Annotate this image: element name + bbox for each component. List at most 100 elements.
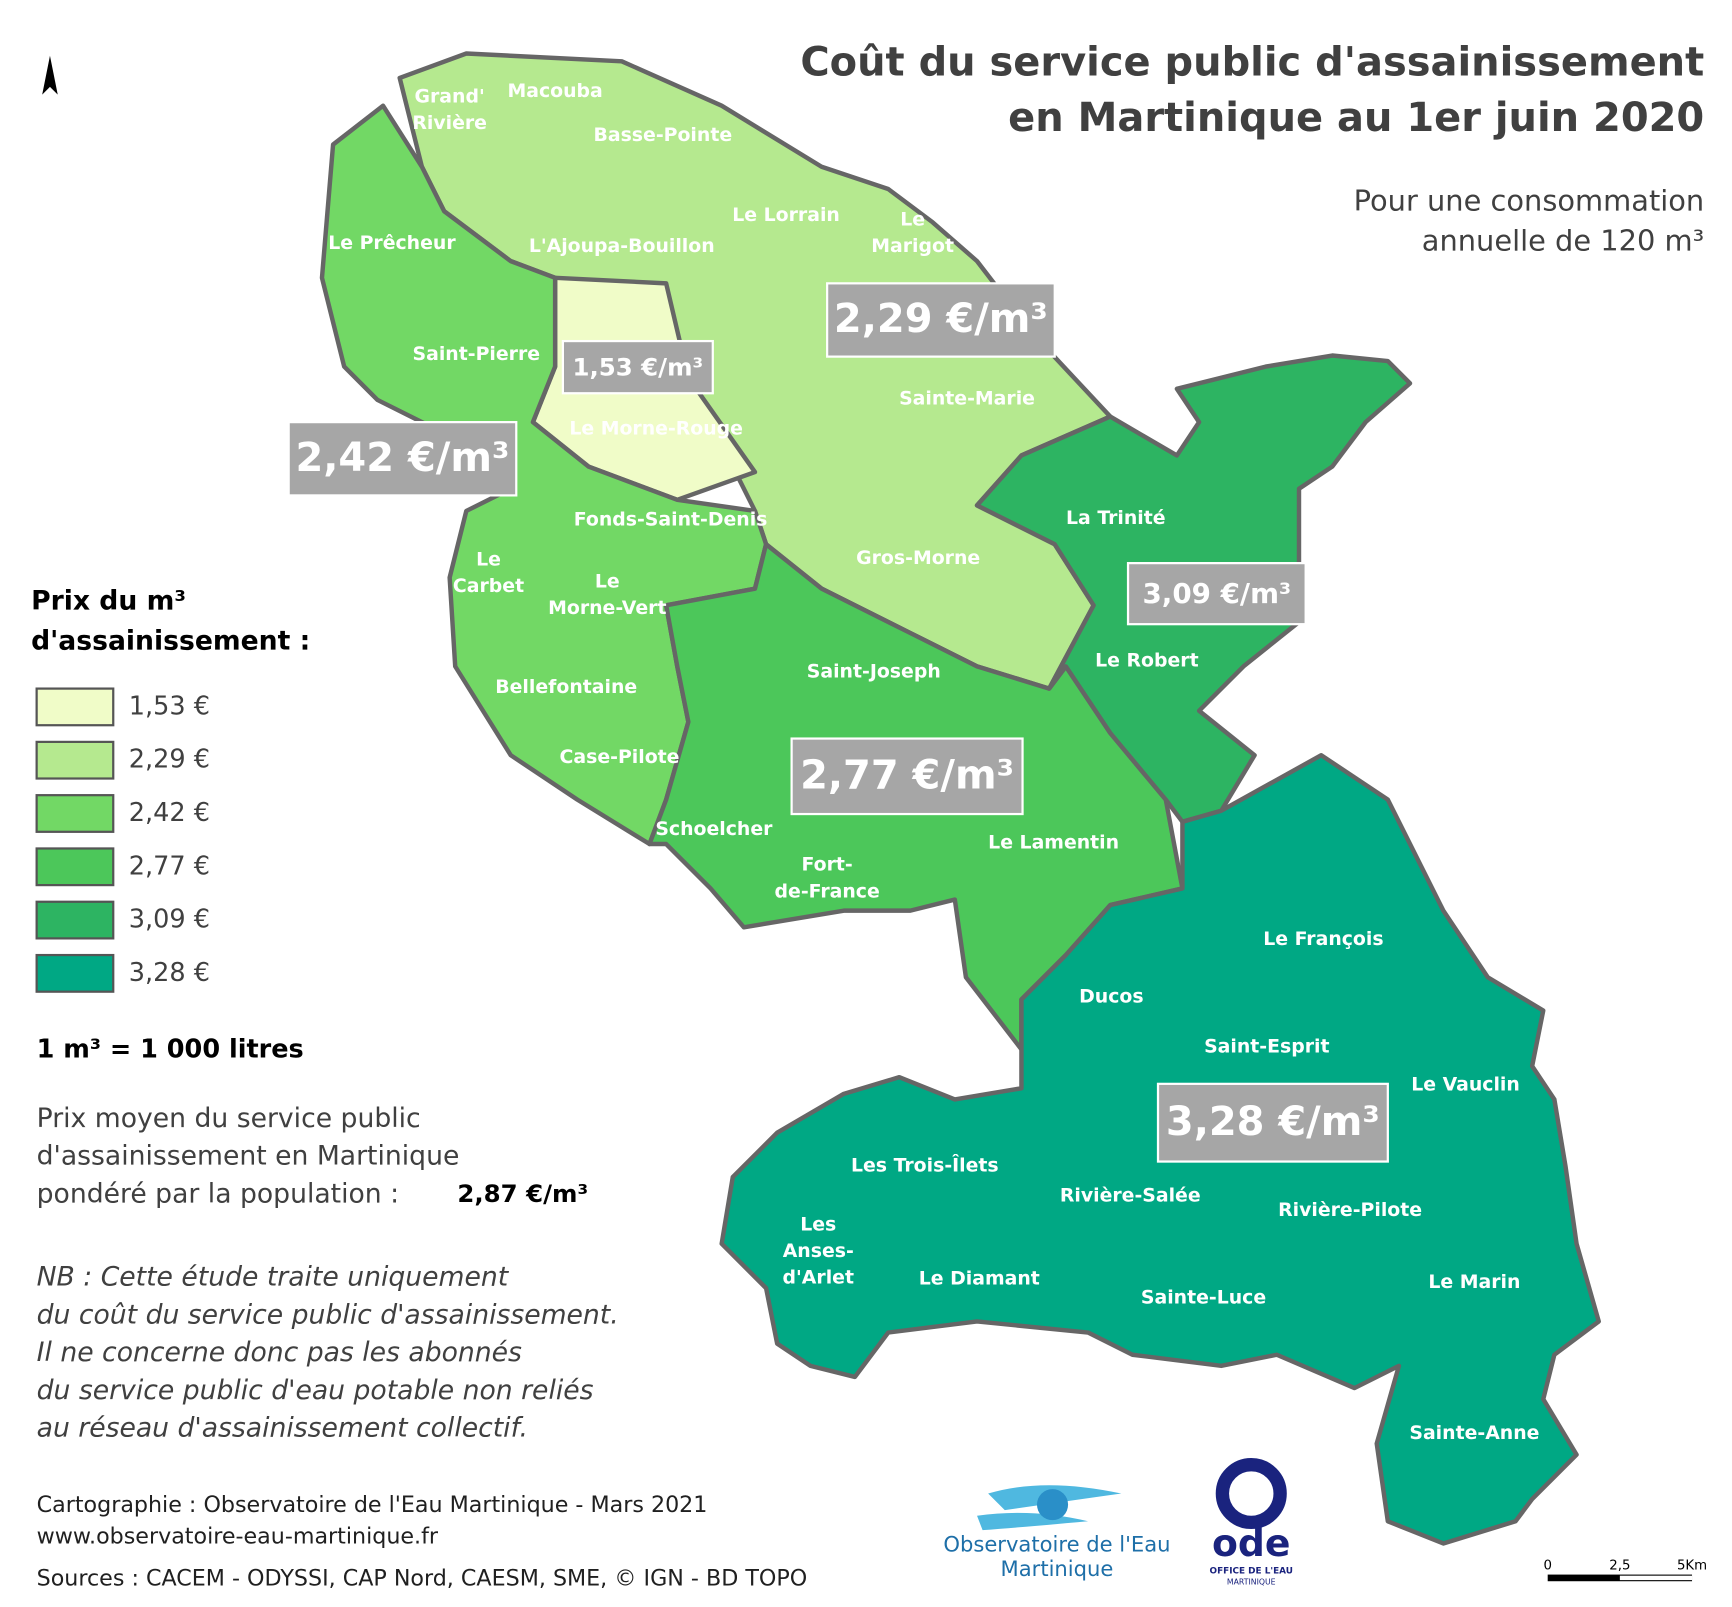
- scale-label: 2,5: [1609, 1559, 1630, 1574]
- scale-bar: [1619, 1575, 1693, 1581]
- average-value: 2,87 €/m³: [457, 1179, 588, 1208]
- commune-label: Le Morne-Rouge: [569, 417, 743, 439]
- legend-swatch: [35, 900, 115, 940]
- note: Il ne concerne donc pas les abonnés: [37, 1337, 522, 1368]
- legend-label: 3,09 €: [129, 905, 210, 935]
- commune-label: Case-Pilote: [560, 746, 680, 768]
- legend-label: 2,77 €: [129, 851, 210, 881]
- note: NB : Cette étude traite uniquement: [37, 1262, 510, 1293]
- commune-label: Marigot: [871, 235, 954, 257]
- logo-text: Martinique: [1001, 1556, 1114, 1581]
- commune-label: Grand': [415, 85, 485, 107]
- commune-label: de-France: [775, 880, 880, 902]
- subtitle: annuelle de 120 m³: [1422, 223, 1704, 257]
- price-box: [287, 421, 518, 497]
- commune-label: Fort-: [802, 854, 853, 876]
- price-label: 2,42 €/m³: [295, 435, 509, 481]
- price-box: [1126, 562, 1307, 626]
- price-label: 2,77 €/m³: [800, 752, 1014, 798]
- commune-label: d'Arlet: [783, 1267, 854, 1289]
- credits: Sources : CACEM - ODYSSI, CAP Nord, CAES…: [37, 1566, 808, 1592]
- commune-label: Saint-Esprit: [1204, 1036, 1329, 1058]
- commune-label: Le Lorrain: [732, 204, 840, 226]
- price-box: [1156, 1082, 1389, 1163]
- note: du coût du service public d'assainisseme…: [37, 1299, 619, 1330]
- commune-label: Le Lamentin: [988, 831, 1119, 853]
- logo-text: MARTINIQUE: [1227, 1577, 1276, 1586]
- price-box: [826, 282, 1056, 358]
- legend-swatch: [35, 740, 115, 780]
- legend-title: d'assainissement :: [31, 625, 310, 656]
- observatoire-logo: [1036, 1489, 1069, 1521]
- credits: www.observatoire-eau-martinique.fr: [37, 1523, 439, 1549]
- price-label: 2,29 €/m³: [834, 296, 1048, 342]
- commune-label: Le: [595, 571, 620, 593]
- commune-label: Le Prêcheur: [328, 232, 456, 254]
- scale-label: 5Km: [1677, 1559, 1707, 1574]
- commune-label: Sainte-Luce: [1141, 1287, 1266, 1309]
- commune-label: Anses-: [783, 1240, 854, 1262]
- legend-swatch: [35, 847, 115, 887]
- price-label: 1,53 €/m³: [572, 352, 703, 381]
- price-label: 3,09 €/m³: [1143, 577, 1292, 610]
- commune-label: Le Robert: [1095, 649, 1198, 671]
- observatoire-logo: [977, 1485, 1122, 1531]
- commune-label: Basse-Pointe: [593, 124, 732, 146]
- commune-label: Morne-Vert: [548, 597, 666, 619]
- commune-label: Le Diamant: [919, 1268, 1040, 1290]
- price-box: [790, 737, 1024, 816]
- commune-label: Bellefontaine: [495, 676, 637, 698]
- legend-swatch: [35, 687, 115, 727]
- note: au réseau d'assainissement collectif.: [37, 1413, 528, 1444]
- conversion: 1 m³ = 1 000 litres: [37, 1035, 304, 1065]
- average-text: pondéré par la population :: [37, 1178, 399, 1209]
- logo-text: ode: [1212, 1521, 1291, 1565]
- title: Coût du service public d'assainissement: [800, 40, 1704, 86]
- commune-label: Les Trois-Îlets: [851, 1153, 999, 1176]
- price-box: [561, 339, 714, 395]
- commune-label: Rivière-Pilote: [1278, 1199, 1422, 1221]
- commune-label: L'Ajoupa-Bouillon: [529, 235, 715, 257]
- scale-bar: [1547, 1574, 1693, 1582]
- logo-text: OFFICE DE L'EAU: [1210, 1567, 1293, 1577]
- commune-label: Rivière: [412, 112, 487, 134]
- commune-label: Carbet: [453, 575, 524, 597]
- commune-label: Schoelcher: [655, 818, 773, 840]
- legend-label: 3,28 €: [129, 958, 210, 988]
- average-text: Prix moyen du service public: [37, 1103, 421, 1134]
- legend-swatch: [35, 794, 115, 833]
- commune-label: Le: [900, 209, 925, 231]
- legend-label: 2,29 €: [129, 745, 210, 775]
- commune-label: Ducos: [1079, 986, 1143, 1008]
- ode-logo: [1215, 1457, 1287, 1530]
- price-label: 3,28 €/m³: [1166, 1099, 1380, 1145]
- commune-label: Le Marin: [1428, 1271, 1520, 1293]
- commune-label: Macouba: [507, 80, 602, 102]
- commune-label: Sainte-Anne: [1409, 1422, 1539, 1444]
- north-arrow: [42, 55, 58, 95]
- legend-swatch: [35, 953, 115, 993]
- note: du service public d'eau potable non reli…: [37, 1375, 594, 1406]
- commune-label: Sainte-Marie: [899, 387, 1035, 409]
- commune-label: Saint-Pierre: [413, 343, 541, 365]
- commune-label: Fonds-Saint-Denis: [574, 508, 768, 530]
- logo-text: Observatoire de l'Eau: [943, 1532, 1170, 1557]
- average-text: d'assainissement en Martinique: [37, 1141, 460, 1172]
- commune-label: Rivière-Salée: [1060, 1184, 1201, 1206]
- commune-label: Le: [476, 548, 501, 570]
- commune-label: Le François: [1263, 928, 1383, 950]
- commune-label: Le Vauclin: [1411, 1073, 1520, 1095]
- commune-label: La Trinité: [1066, 507, 1166, 529]
- legend-label: 1,53 €: [129, 691, 210, 721]
- commune-label: Saint-Joseph: [807, 660, 941, 682]
- scale-label: 0: [1543, 1559, 1551, 1574]
- commune-label: Les: [800, 1213, 836, 1235]
- commune-label: Gros-Morne: [856, 547, 980, 569]
- title: en Martinique au 1er juin 2020: [1008, 95, 1704, 141]
- legend-title: Prix du m³: [31, 585, 186, 616]
- credits: Cartographie : Observatoire de l'Eau Mar…: [37, 1492, 708, 1518]
- subtitle: Pour une consommation: [1354, 183, 1705, 217]
- legend-label: 2,42 €: [129, 798, 210, 828]
